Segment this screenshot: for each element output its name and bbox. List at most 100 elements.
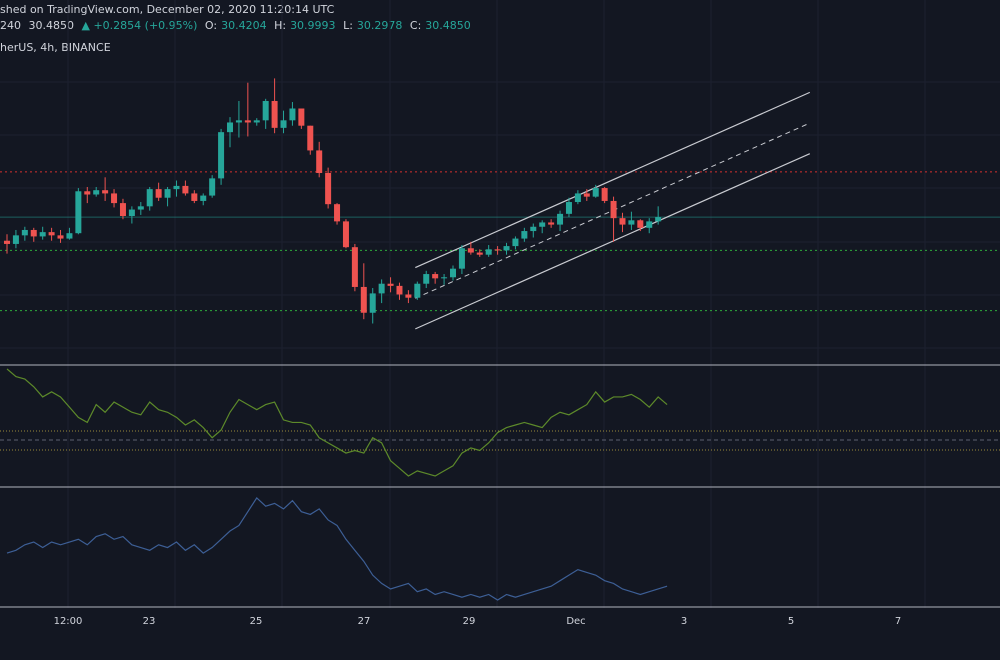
osc2-line xyxy=(6,496,668,601)
candle-body xyxy=(30,229,37,237)
candle-body xyxy=(334,204,341,222)
candle-body xyxy=(530,226,537,232)
candle-body xyxy=(298,108,305,126)
open-value: 30.4204 xyxy=(221,19,267,32)
candle-body xyxy=(21,229,28,236)
candle-body xyxy=(592,188,599,197)
candle-body xyxy=(155,189,162,198)
candle-body xyxy=(253,120,260,123)
candle-body xyxy=(66,233,73,239)
candle-body xyxy=(476,252,483,255)
x-tick-label: 7 xyxy=(895,616,901,627)
candle-body xyxy=(467,248,474,253)
candle-body xyxy=(378,283,385,294)
candle-body xyxy=(396,285,403,295)
candle-body xyxy=(637,220,644,228)
channel-lower xyxy=(415,153,811,330)
candle-body xyxy=(307,125,314,151)
candle-body xyxy=(342,221,349,248)
candle-body xyxy=(280,120,287,128)
candle-body xyxy=(610,200,617,219)
close-value: 30.4850 xyxy=(425,19,471,32)
candle-body xyxy=(271,100,278,128)
candle-body xyxy=(102,190,109,194)
candle-body xyxy=(405,294,412,298)
candle-body xyxy=(646,221,653,228)
candle-body xyxy=(583,193,590,197)
publish-line: shed on TradingView.com, December 02, 20… xyxy=(0,3,338,16)
candle-body xyxy=(128,209,135,216)
oscillator-blue xyxy=(6,496,668,601)
chart-header: shed on TradingView.com, December 02, 20… xyxy=(0,0,1000,54)
candle-body xyxy=(521,231,528,239)
candle-body xyxy=(325,173,332,205)
candles xyxy=(4,78,662,324)
close-label: C: xyxy=(409,19,422,32)
x-tick-label: 12:00 xyxy=(54,616,83,627)
candle-body xyxy=(503,246,510,251)
open-label: O: xyxy=(204,19,218,32)
candle-body xyxy=(619,218,626,225)
candle-body xyxy=(200,195,207,201)
candle-body xyxy=(164,189,171,198)
candle-body xyxy=(512,238,519,247)
candle-body xyxy=(387,283,394,286)
candle-body xyxy=(235,120,242,123)
channel-upper xyxy=(415,91,811,269)
symbol-text: herUS, 4h, BINANCE xyxy=(0,41,111,54)
x-tick-label: 29 xyxy=(463,616,476,627)
candle-body xyxy=(360,286,367,313)
price-fragment: 240 xyxy=(0,19,21,32)
high-value: 30.9993 xyxy=(290,19,336,32)
candle-body xyxy=(351,247,358,287)
low-value: 30.2978 xyxy=(356,19,403,32)
oscillator-green xyxy=(0,368,1000,477)
low-label: L: xyxy=(343,19,353,32)
candle-body xyxy=(146,189,153,207)
high-label: H: xyxy=(274,19,287,32)
x-tick-label: 27 xyxy=(358,616,371,627)
candle-body xyxy=(84,191,91,195)
candle-body xyxy=(173,185,180,190)
candle-body xyxy=(458,248,465,269)
candle-body xyxy=(494,249,501,251)
osc1-line xyxy=(6,368,668,477)
candle-body xyxy=(628,220,635,225)
candle-body xyxy=(191,193,198,201)
candle-body xyxy=(244,120,251,123)
x-tick-label: 25 xyxy=(250,616,263,627)
symbol-line: herUS, 4h, BINANCE xyxy=(0,41,111,54)
candle-body xyxy=(485,249,492,255)
candle-body xyxy=(39,232,46,237)
candle-body xyxy=(227,122,233,133)
candle-body xyxy=(209,178,216,196)
candle-body xyxy=(75,191,82,234)
candle-body xyxy=(574,193,581,203)
publish-text: shed on TradingView.com, December 02, 20… xyxy=(0,3,335,16)
grid xyxy=(0,0,1000,608)
x-tick-label: Dec xyxy=(566,616,585,627)
candle-body xyxy=(111,193,118,204)
candle-body xyxy=(548,222,555,225)
candle-body xyxy=(423,274,430,284)
candle-body xyxy=(4,240,10,244)
last-price: 30.4850 xyxy=(28,19,75,32)
candle-body xyxy=(441,277,448,279)
ohlc-line: 240 30.4850 ▲ +0.2854 (+0.95%) O: 30.4204… xyxy=(0,19,475,32)
candle-body xyxy=(262,100,269,121)
x-tick-label: 5 xyxy=(788,616,794,627)
candle-body xyxy=(369,293,376,313)
candle-body xyxy=(289,108,296,121)
candle-body xyxy=(539,222,546,227)
candle-body xyxy=(182,185,189,194)
candle-body xyxy=(218,132,225,179)
candle-body xyxy=(450,268,456,278)
candle-body xyxy=(565,202,572,214)
candle-body xyxy=(93,190,100,195)
x-axis: 12:00 23 25 27 29 Dec 3 5 7 xyxy=(54,616,902,627)
candle-body xyxy=(137,206,144,210)
candle-body xyxy=(316,150,323,173)
candle-body xyxy=(12,235,19,244)
candle-body xyxy=(119,203,126,216)
